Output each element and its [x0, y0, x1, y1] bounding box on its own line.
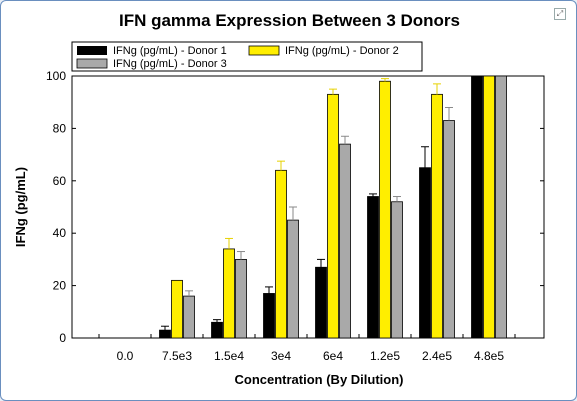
y-tick-label: 40 [53, 226, 67, 240]
x-tick-label: 1.2e5 [370, 349, 400, 363]
bar [471, 75, 483, 339]
bar [367, 196, 379, 339]
legend-label-donor3: IFNg (pg/mL) - Donor 3 [113, 58, 227, 70]
plot-area [71, 75, 545, 339]
x-tick-label: 0.0 [117, 349, 134, 363]
chart-title: IFN gamma Expression Between 3 Donors [118, 11, 461, 30]
expand-icon[interactable]: ⤢ [554, 8, 566, 20]
x-tick-label: 7.5e3 [162, 349, 192, 363]
y-tick-label: 20 [53, 279, 67, 293]
bar [315, 266, 327, 339]
bar [419, 167, 431, 339]
legend-swatch-donor1 [77, 46, 107, 55]
bar [287, 219, 299, 339]
x-axis: 0.0 7.5e3 1.5e4 3e4 6e4 1.2e5 2.4e5 4.8e5 [98, 334, 516, 363]
bar [171, 279, 183, 339]
bar [483, 75, 495, 339]
x-tick-label: 6e4 [323, 349, 343, 363]
y-tick-label: 60 [53, 174, 67, 188]
x-tick-label: 1.5e4 [214, 349, 244, 363]
y-axis: 0 20 40 60 80 100 [46, 69, 544, 345]
bar [211, 321, 223, 339]
bar [339, 143, 351, 339]
bar [263, 293, 275, 339]
bar [443, 120, 455, 339]
bar [159, 329, 171, 339]
x-tick-label: 3e4 [271, 349, 291, 363]
legend: IFNg (pg/mL) - Donor 1 IFNg (pg/mL) - Do… [71, 41, 423, 72]
y-tick-label: 80 [53, 121, 67, 135]
bars [159, 75, 507, 339]
bar [183, 295, 195, 339]
bar [495, 75, 507, 339]
x-tick-label: 4.8e5 [474, 349, 504, 363]
bar [379, 80, 391, 339]
bar [275, 169, 287, 339]
x-tick-label: 2.4e5 [422, 349, 452, 363]
legend-label-donor1: IFNg (pg/mL) - Donor 1 [113, 45, 227, 57]
bar [235, 258, 247, 339]
legend-frame [71, 41, 423, 72]
legend-label-donor2: IFNg (pg/mL) - Donor 2 [285, 45, 399, 57]
y-axis-label: IFNg (pg/mL) [13, 167, 28, 247]
y-tick-label: 0 [59, 331, 66, 345]
legend-swatch-donor3 [76, 58, 108, 69]
legend-swatch-donor2 [248, 45, 280, 56]
x-axis-label: Concentration (By Dilution) [235, 372, 404, 387]
bar [391, 201, 403, 339]
bar [223, 248, 235, 339]
bar [431, 93, 443, 339]
bar [327, 93, 339, 339]
y-tick-label: 100 [46, 69, 66, 83]
